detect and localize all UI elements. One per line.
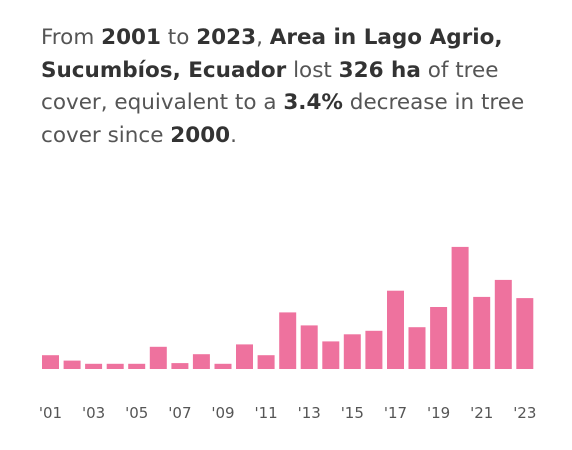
x-tick-label: '07 xyxy=(168,404,191,422)
bar-'04 xyxy=(107,364,124,369)
bar-'18 xyxy=(409,327,426,369)
bar-'01 xyxy=(42,355,59,369)
bar-'15 xyxy=(344,334,361,369)
bars-group xyxy=(42,247,533,369)
bar-'23 xyxy=(516,298,533,369)
bar-'20 xyxy=(452,247,469,369)
bar-'02 xyxy=(64,361,81,369)
bar-'09 xyxy=(215,364,232,369)
x-tick-label: '23 xyxy=(513,404,536,422)
bar-'17 xyxy=(387,291,404,369)
bar-'13 xyxy=(301,325,318,369)
bar-'21 xyxy=(473,297,490,369)
bar-'19 xyxy=(430,307,447,369)
bar-'03 xyxy=(85,364,102,369)
x-tick-label: '13 xyxy=(298,404,321,422)
bar-'07 xyxy=(171,363,188,369)
bar-'06 xyxy=(150,347,167,369)
x-tick-label: '05 xyxy=(125,404,148,422)
bar-'08 xyxy=(193,354,210,369)
x-tick-label: '17 xyxy=(384,404,407,422)
bar-'05 xyxy=(128,364,145,369)
x-tick-label: '15 xyxy=(341,404,364,422)
x-tick-label: '11 xyxy=(254,404,277,422)
x-tick-label: '01 xyxy=(39,404,62,422)
x-tick-label: '03 xyxy=(82,404,105,422)
x-tick-label: '19 xyxy=(427,404,450,422)
bar-'16 xyxy=(365,331,382,369)
bar-'10 xyxy=(236,344,253,369)
x-tick-label: '21 xyxy=(470,404,493,422)
x-tick-label: '09 xyxy=(211,404,234,422)
bar-'12 xyxy=(279,312,296,369)
bar-'11 xyxy=(258,355,275,369)
bar-'22 xyxy=(495,280,512,369)
x-axis-ticks: '01 '03 '05 '07 '09 '11 '13 '15 '17 '19 '21 '23 xyxy=(39,404,537,422)
bar-'14 xyxy=(322,341,339,369)
